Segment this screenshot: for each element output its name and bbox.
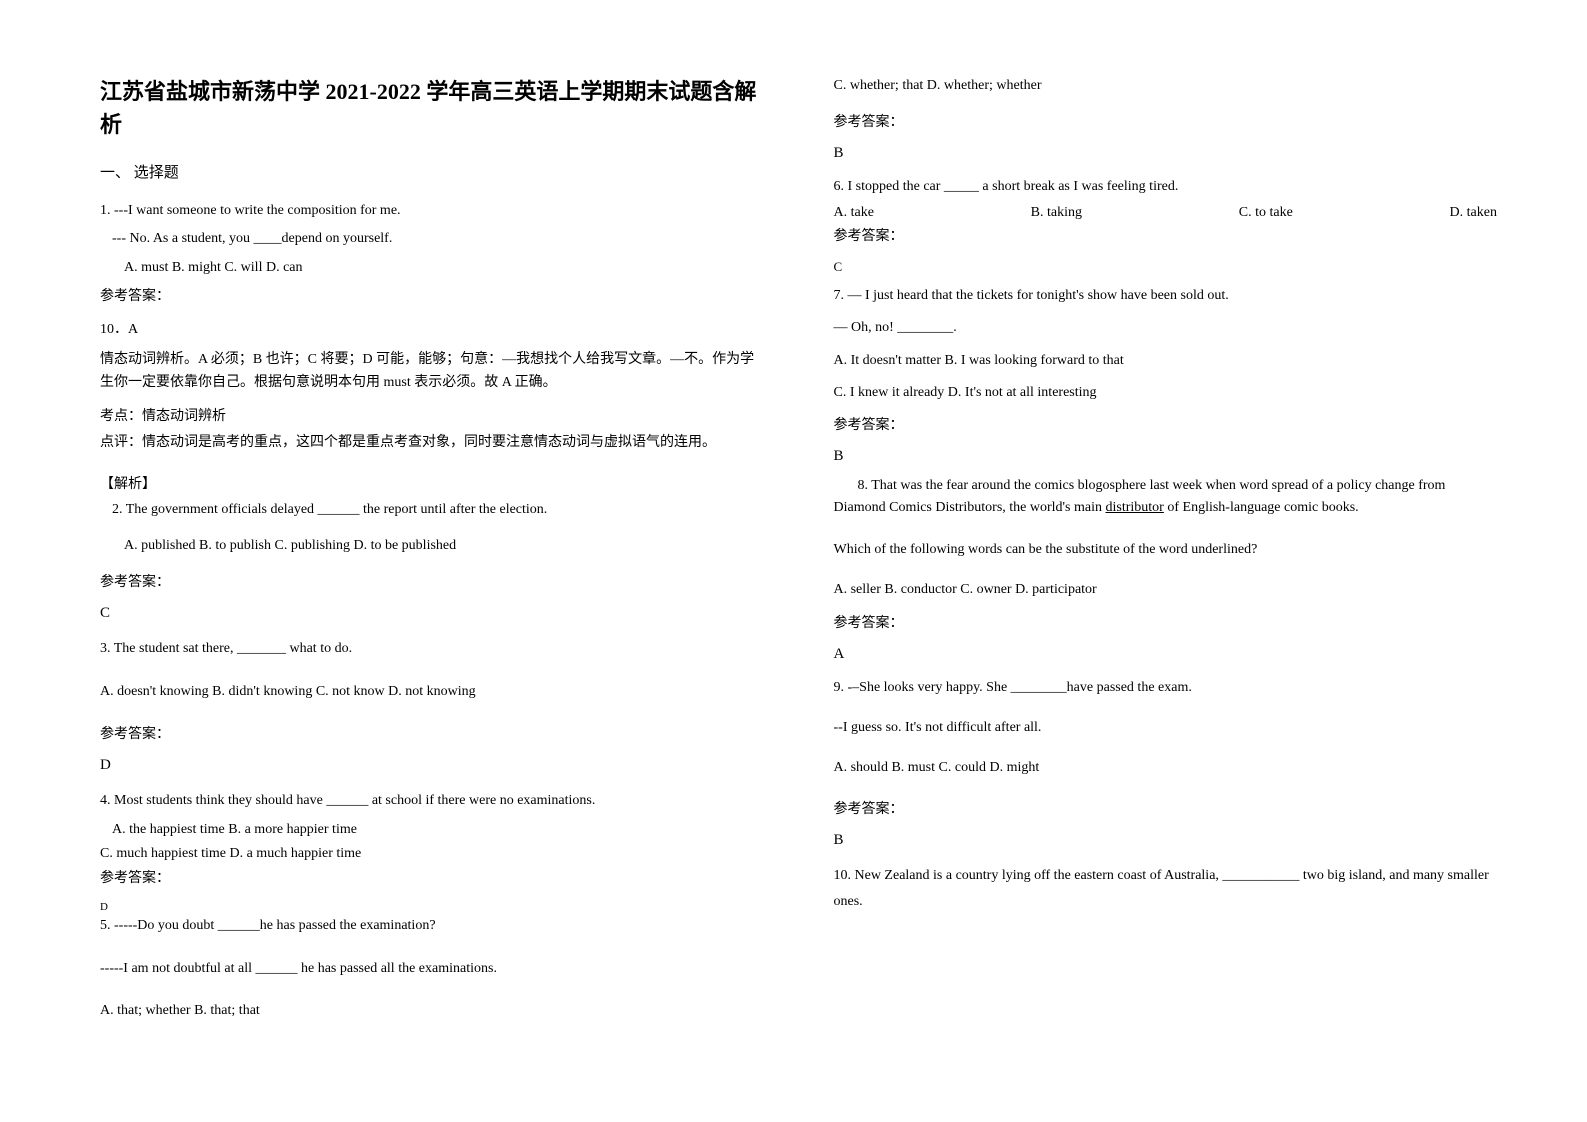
q5-line2: -----I am not doubtful at all ______ he … [100, 958, 764, 980]
q3-ans-label: 参考答案： [100, 723, 764, 743]
q6-opts-row: A. take B. taking C. to take D. taken [834, 205, 1498, 221]
q6-ans-label: 参考答案： [834, 225, 1498, 245]
q1-line1: 1. ---I want someone to write the compos… [100, 200, 764, 222]
q2-opts: A. published B. to publish C. publishing… [100, 535, 764, 557]
q1-ans-num: 10．A [100, 319, 764, 341]
q9-ans: B [834, 832, 1498, 849]
q6-optB: B. taking [1031, 205, 1082, 221]
doc-title: 江苏省盐城市新荡中学 2021-2022 学年高三英语上学期期末试题含解析 [100, 75, 764, 141]
left-column: 江苏省盐城市新荡中学 2021-2022 学年高三英语上学期期末试题含解析 一、… [100, 75, 764, 1082]
q1-expl1: 情态动词辨析。A 必须；B 也许；C 将要；D 可能，能够；句意：—我想找个人给… [100, 348, 764, 396]
q6-ans: C [834, 259, 1498, 275]
q7-line2: — Oh, no! ________. [834, 317, 1498, 339]
q8-stem: 8. That was the fear around the comics b… [834, 475, 1498, 518]
q1-expl-head: 【解析】 [100, 473, 764, 497]
q2-ans: C [100, 605, 764, 622]
q7-optCD: C. I knew it already D. It's not at all … [834, 382, 1498, 404]
right-column: C. whether; that D. whether; whether 参考答… [834, 75, 1498, 1082]
q9-opts: A. should B. must C. could D. might [834, 757, 1498, 779]
q8-under: distributor [1106, 500, 1164, 515]
q3-ans: D [100, 757, 764, 774]
q4-ans: D [100, 901, 764, 913]
q4-optAB: A. the happiest time B. a more happier t… [100, 819, 764, 841]
q4-stem: 4. Most students think they should have … [100, 790, 764, 812]
q9-line2: --I guess so. It's not difficult after a… [834, 717, 1498, 739]
q7-ans: B [834, 448, 1498, 465]
q8-opts: A. seller B. conductor C. owner D. parti… [834, 579, 1498, 601]
q8-stem2: of English-language comic books. [1164, 500, 1359, 515]
q6-optA: A. take [834, 205, 874, 221]
q1-line2: --- No. As a student, you ____depend on … [100, 228, 764, 250]
q4-optCD: C. much happiest time D. a much happier … [100, 843, 764, 865]
q10-stem: 10. New Zealand is a country lying off t… [834, 863, 1498, 916]
q1-expl3: 点评：情态动词是高考的重点，这四个都是重点考查对象，同时要注意情态动词与虚拟语气… [100, 431, 764, 455]
q6-optC: C. to take [1239, 205, 1293, 221]
q8-ans: A [834, 646, 1498, 663]
q7-optAB: A. It doesn't matter B. I was looking fo… [834, 350, 1498, 372]
q7-line1: 7. — I just heard that the tickets for t… [834, 285, 1498, 307]
q2-ans-label: 参考答案： [100, 571, 764, 591]
q5-ans-label: 参考答案： [834, 111, 1498, 131]
q1-ans-label: 参考答案： [100, 285, 764, 305]
q9-line1: 9. -–She looks very happy. She ________h… [834, 677, 1498, 699]
q5-ans: B [834, 145, 1498, 162]
q2-stem: 2. The government officials delayed ____… [100, 499, 764, 521]
q5-optsA: A. that; whether B. that; that [100, 1000, 764, 1022]
q6-stem: 6. I stopped the car _____ a short break… [834, 176, 1498, 198]
q8-sub: Which of the following words can be the … [834, 539, 1498, 561]
q1-expl2: 考点：情态动词辨析 [100, 405, 764, 429]
q6-optD: D. taken [1450, 205, 1497, 221]
q7-ans-label: 参考答案： [834, 414, 1498, 434]
q3-stem: 3. The student sat there, _______ what t… [100, 638, 764, 660]
q8-ans-label: 参考答案： [834, 612, 1498, 632]
q4-ans-label: 参考答案： [100, 867, 764, 887]
section-header: 一、 选择题 [100, 161, 764, 182]
q5-line1: 5. -----Do you doubt ______he has passed… [100, 915, 764, 937]
q5-optsC: C. whether; that D. whether; whether [834, 75, 1498, 97]
q3-opts: A. doesn't knowing B. didn't knowing C. … [100, 681, 764, 703]
q9-ans-label: 参考答案： [834, 798, 1498, 818]
q1-opts: A. must B. might C. will D. can [100, 257, 764, 279]
